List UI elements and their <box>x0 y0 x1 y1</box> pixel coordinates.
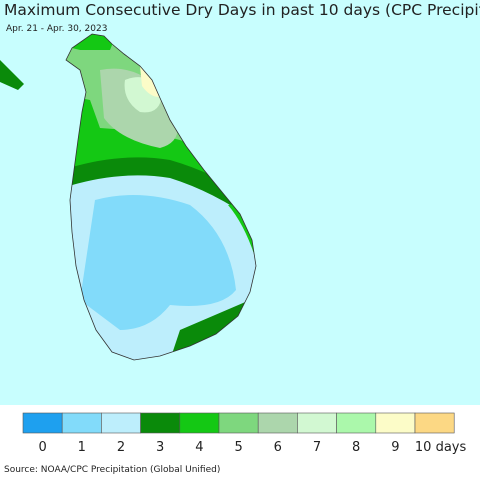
coastline <box>65 33 257 361</box>
legend-label: 9 <box>391 440 399 455</box>
legend-label: 8 <box>352 440 360 455</box>
legend-swatch <box>218 412 259 434</box>
legend-label: 0 <box>38 440 46 455</box>
legend-label: 6 <box>274 440 282 455</box>
legend-label: 3 <box>156 440 164 455</box>
zone <box>80 195 236 330</box>
legend-label: 1 <box>78 440 86 455</box>
legend-swatch <box>140 412 181 434</box>
source: Source: NOAA/CPC Precipitation (Global U… <box>4 465 220 475</box>
legend-label: 5 <box>234 440 242 455</box>
legend-swatch <box>375 412 416 434</box>
legend-swatch <box>414 412 455 434</box>
legend-swatch <box>101 412 141 434</box>
legend-label: 7 <box>313 440 321 455</box>
legend-label: 4 <box>195 440 203 455</box>
legend-swatch <box>336 412 377 434</box>
legend: 0 1 2 3 4 5 6 7 8 9 10 days <box>22 412 467 455</box>
legend-swatch <box>257 412 298 434</box>
legend-label: 2 <box>117 440 125 455</box>
legend-swatch <box>297 412 337 434</box>
legend-swatch <box>179 412 220 434</box>
legend-label: 10 days <box>415 440 467 455</box>
legend-swatch <box>61 412 102 434</box>
title: Maximum Consecutive Dry Days in past 10 … <box>4 1 480 19</box>
subtitle: Apr. 21 - Apr. 30, 2023 <box>6 24 107 34</box>
india-coast <box>0 60 24 90</box>
legend-swatch <box>22 412 63 434</box>
